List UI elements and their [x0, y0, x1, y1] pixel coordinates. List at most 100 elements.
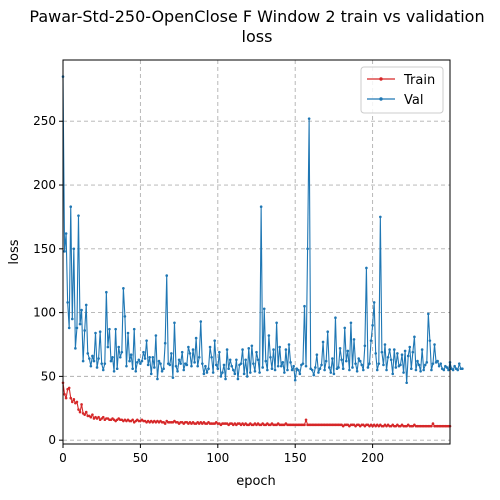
- point-val: [324, 359, 328, 363]
- point-val: [221, 371, 224, 374]
- point-val: [293, 378, 297, 382]
- point-train: [80, 403, 83, 406]
- point-val: [174, 364, 178, 368]
- point-val: [165, 274, 169, 277]
- legend: Train Val: [360, 66, 444, 114]
- point-val: [366, 366, 370, 369]
- point-val: [157, 359, 161, 363]
- point-val: [436, 359, 439, 363]
- point-val: [262, 307, 266, 311]
- point-train: [131, 418, 134, 422]
- point-val: [267, 334, 271, 337]
- point-val: [357, 357, 360, 360]
- point-val: [252, 362, 255, 365]
- point-val: [162, 367, 165, 371]
- point-train: [78, 410, 82, 414]
- point-val: [199, 320, 203, 323]
- y-tick-label: 100: [33, 306, 56, 320]
- point-val: [323, 368, 326, 372]
- point-val: [214, 363, 218, 367]
- point-val: [329, 371, 333, 374]
- point-train: [77, 408, 80, 411]
- point-val: [244, 358, 247, 362]
- point-val: [266, 368, 269, 372]
- x-ticks: 0 50 100 150 200: [59, 444, 384, 465]
- point-val: [210, 355, 213, 359]
- point-val: [453, 364, 456, 368]
- point-val: [190, 364, 193, 368]
- point-val: [379, 215, 382, 219]
- point-val: [289, 361, 292, 364]
- point-val: [112, 369, 116, 373]
- point-train: [83, 413, 86, 416]
- point-val: [187, 345, 190, 349]
- point-val: [168, 363, 172, 367]
- point-train: [75, 400, 79, 404]
- point-val: [273, 368, 277, 372]
- point-val: [219, 375, 223, 378]
- point-val: [74, 347, 77, 350]
- point-val: [400, 353, 404, 357]
- point-val: [145, 339, 148, 342]
- point-val: [417, 363, 421, 367]
- point-val: [253, 369, 257, 373]
- point-val: [371, 324, 374, 327]
- point-val: [451, 368, 455, 372]
- point-val: [146, 363, 150, 367]
- point-val: [445, 366, 449, 369]
- point-val: [264, 359, 268, 363]
- point-val: [66, 301, 69, 304]
- point-val: [303, 304, 306, 308]
- point-val: [420, 348, 424, 351]
- point-val: [439, 362, 443, 365]
- point-val: [348, 368, 351, 372]
- point-val: [331, 357, 334, 360]
- point-val: [360, 363, 364, 367]
- point-val: [259, 205, 263, 209]
- point-val: [78, 322, 82, 326]
- point-val: [89, 364, 93, 368]
- point-val: [272, 348, 275, 351]
- point-val: [278, 345, 282, 349]
- point-val: [182, 368, 186, 372]
- point-val: [369, 339, 373, 342]
- point-val: [242, 372, 246, 376]
- point-val: [109, 359, 113, 363]
- point-val: [86, 352, 90, 355]
- point-val: [301, 362, 305, 365]
- point-val: [332, 372, 336, 376]
- point-val: [320, 363, 323, 367]
- point-val: [129, 353, 133, 357]
- point-train: [97, 415, 100, 419]
- point-val: [349, 321, 353, 325]
- y-tick-label: 250: [33, 114, 56, 128]
- x-tick-label: 100: [206, 451, 229, 465]
- point-val: [431, 362, 435, 365]
- point-val: [430, 368, 433, 372]
- point-val: [241, 348, 244, 351]
- point-val: [385, 368, 388, 372]
- point-val: [193, 361, 196, 364]
- point-val: [307, 117, 311, 120]
- point-train: [304, 418, 308, 422]
- point-val: [105, 290, 108, 294]
- point-val: [368, 362, 371, 365]
- point-val: [170, 352, 173, 355]
- point-val: [80, 308, 83, 312]
- point-val: [227, 367, 230, 371]
- point-val: [334, 316, 337, 320]
- point-val: [101, 368, 105, 372]
- point-val: [228, 358, 232, 362]
- point-val: [279, 364, 283, 368]
- point-val: [355, 369, 359, 373]
- point-val: [306, 247, 309, 251]
- point-val: [231, 368, 235, 372]
- point-val: [77, 214, 80, 217]
- point-val: [134, 369, 138, 373]
- point-val: [281, 361, 285, 364]
- point-val: [399, 363, 402, 367]
- point-val: [108, 327, 111, 331]
- point-val: [230, 364, 234, 368]
- point-val: [425, 361, 429, 364]
